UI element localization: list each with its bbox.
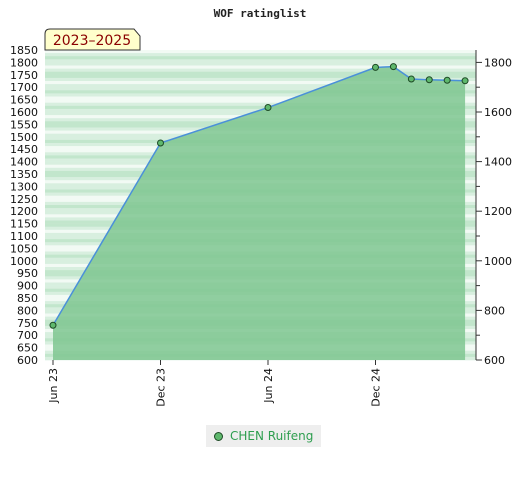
y2-tick-label: 800 [484,304,505,317]
y-tick-label: 1000 [10,255,38,268]
background-band [45,84,476,88]
background-band [45,74,476,79]
y-tick-label: 850 [17,292,38,305]
y2-tick-label: 1400 [484,156,512,169]
background-band [45,65,476,69]
y-tick-label: 900 [17,280,38,293]
y-tick-label: 800 [17,304,38,317]
background-band [45,62,476,66]
y-tick-label: 1600 [10,106,38,119]
data-point [264,104,272,112]
y-tick-label: 650 [17,342,38,355]
background-band [45,53,476,57]
legend-label: CHEN Ruifeng [230,429,314,443]
background-band [45,59,476,63]
series-area [53,66,466,360]
year-badge-text: 2023–2025 [53,33,131,49]
y-tick-label: 1800 [10,56,38,69]
background-band [45,81,476,85]
legend: CHEN Ruifeng [206,425,322,447]
x-tick-label: Dec 23 [155,368,168,407]
y-tick-label: 700 [17,329,38,342]
y2-tick-label: 1800 [484,56,512,69]
background-band [45,50,476,54]
y-tick-label: 1150 [10,218,38,231]
y-tick-label: 600 [17,354,38,367]
background-band [45,68,476,72]
y2-tick-label: 1200 [484,205,512,218]
data-point [425,76,433,84]
y-tick-label: 750 [17,317,38,330]
data-point [157,139,164,147]
x-tick-label: Jun 23 [47,368,60,404]
background-band [45,102,476,107]
y-tick-label: 1550 [10,118,38,131]
background-band [45,77,476,82]
year-badge: 2023–2025 [44,28,141,51]
y-tick-label: 1350 [10,168,38,181]
background-band [45,90,476,94]
background-band [45,96,476,100]
y-tick-label: 1300 [10,180,38,193]
y-tick-label: 1050 [10,242,38,255]
y2-tick-label: 1600 [484,106,512,119]
y-tick-label: 1400 [10,156,38,169]
left-axis: 6006507007508008509009501000105011001150… [10,44,38,367]
y-tick-label: 1200 [10,205,38,218]
data-point [461,77,469,85]
y2-tick-label: 1000 [484,255,512,268]
background-band [45,87,476,91]
y2-tick-label: 600 [484,354,505,367]
right-axis: 600 800 1000 1200 1400 1600 1800 [476,56,512,367]
x-axis: Jun 23 Dec 23 Jun 24 Dec 24 [47,360,383,407]
chart-title: WOF ratinglist [214,7,307,20]
background-band [45,99,476,103]
data-point [372,63,379,71]
data-point [407,75,415,83]
background-band [45,105,476,110]
y-tick-label: 1450 [10,143,38,156]
data-point [443,76,451,84]
y-tick-label: 1850 [10,44,38,57]
y-tick-label: 1250 [10,193,38,206]
y-tick-label: 1500 [10,131,38,144]
y-tick-label: 950 [17,267,38,280]
x-tick-label: Jun 24 [262,368,275,404]
x-tick-label: Dec 24 [370,368,383,407]
data-point [49,321,57,329]
y-tick-label: 1700 [10,81,38,94]
series-points [49,63,469,329]
data-point [389,63,397,71]
y-tick-label: 1100 [10,230,38,243]
legend-marker-icon [214,431,223,441]
y-tick-label: 1750 [10,69,38,82]
y-tick-label: 1650 [10,94,38,107]
background-band [45,93,476,97]
background-band [45,56,476,60]
background-band [45,71,476,76]
